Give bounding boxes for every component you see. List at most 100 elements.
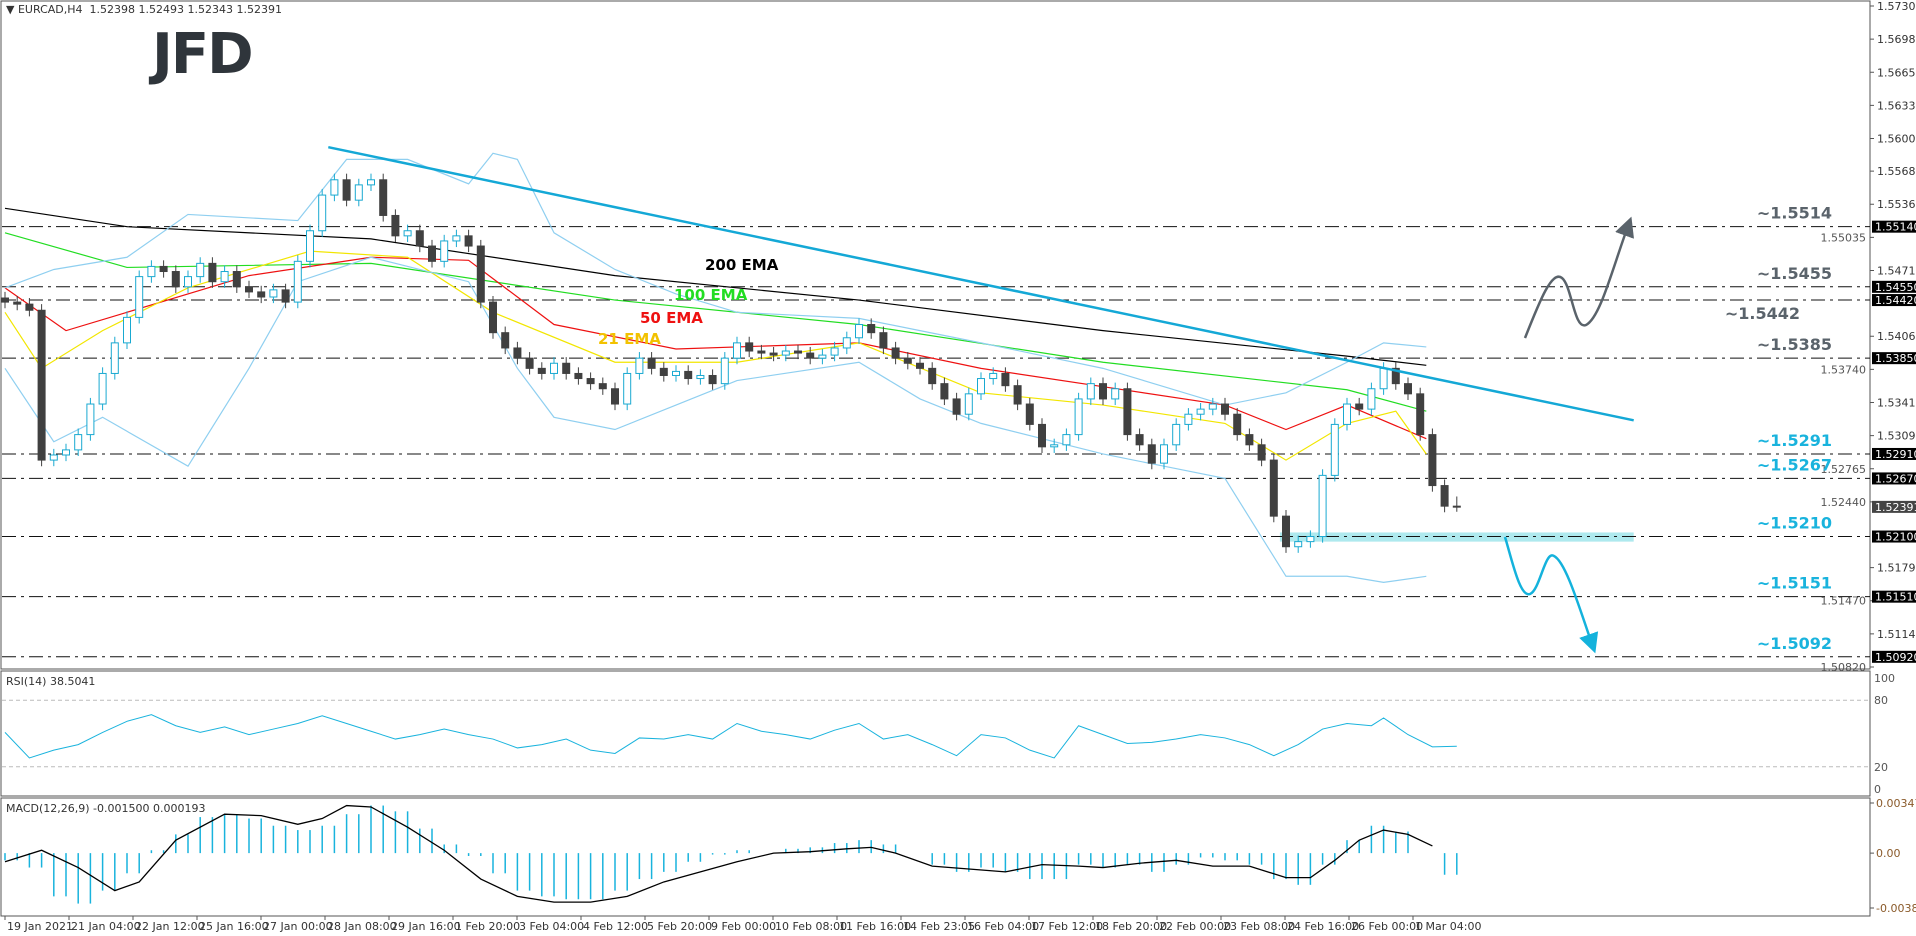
candle-bearish	[794, 350, 802, 354]
time-tick-label: 18 Feb 20:00	[1095, 920, 1167, 933]
candle-bearish	[867, 324, 876, 334]
time-tick-label: 16 Feb 04:00	[967, 920, 1039, 933]
price-tick-label: 1.51145	[1877, 628, 1916, 641]
level-price-tag-label: 1.54420	[1875, 294, 1916, 307]
candle-bullish	[98, 372, 107, 405]
candle-bearish	[257, 291, 266, 298]
candle-bearish	[1428, 434, 1437, 487]
candle-bullish	[440, 240, 449, 262]
indicator-line-50-ema	[4, 256, 1427, 440]
candle-bearish	[903, 357, 912, 364]
candle-bullish	[1318, 474, 1327, 538]
ema-label: 200 EMA	[705, 256, 779, 274]
level-price-tag-label: 1.52100	[1875, 531, 1916, 544]
candle-bullish	[623, 372, 632, 405]
candle-bullish	[74, 434, 83, 451]
candle-bearish	[562, 362, 571, 374]
level-price-tag-label: 1.53850	[1875, 352, 1916, 365]
level-price-tag-label: 1.51510	[1875, 591, 1916, 604]
candle-bullish	[1330, 423, 1339, 476]
level-text: ~1.5514	[1757, 204, 1832, 223]
candle-bullish	[1111, 388, 1120, 400]
candle-bullish	[1208, 403, 1217, 410]
candle-bearish	[537, 367, 546, 374]
candle-bullish	[196, 262, 205, 278]
dropdown-triangle-icon[interactable]: ▼	[6, 3, 15, 16]
candle-bullish	[1184, 413, 1193, 425]
macd-header: MACD(12,26,9) -0.001500 0.000193	[6, 802, 206, 815]
price-tick-label: 1.56980	[1877, 33, 1916, 46]
candle-bearish	[501, 332, 510, 349]
time-tick-label: 22 Jan 12:00	[135, 920, 205, 933]
candle-bullish	[781, 350, 790, 356]
time-tick-label: 27 Jan 00:00	[263, 920, 333, 933]
time-tick-label: 4 Feb 12:00	[583, 920, 648, 933]
candle-bullish	[306, 230, 314, 262]
candle-bearish	[806, 352, 815, 359]
candle-bearish	[916, 362, 924, 369]
candle-bullish	[720, 357, 729, 385]
time-tick-label: 11 Feb 16:00	[839, 920, 911, 933]
level-text: ~1.5210	[1757, 514, 1832, 533]
price-tick-label: 1.55685	[1877, 165, 1916, 178]
candle-bearish	[1123, 388, 1132, 436]
candle-bearish	[1221, 403, 1229, 415]
candle-bearish	[281, 289, 290, 303]
candle-bearish	[952, 398, 961, 415]
indicator-line-bb-upper	[4, 152, 1427, 406]
candle-bearish	[464, 235, 473, 247]
level-price-tag	[1872, 352, 1916, 365]
chart-header: ▼ EURCAD,H4 1.52398 1.52493 1.52343 1.52…	[6, 3, 282, 16]
candle-bearish	[1013, 385, 1022, 405]
candle-bullish	[330, 179, 339, 196]
candle-bearish	[708, 374, 717, 385]
ema-label: 50 EMA	[640, 309, 703, 327]
level-price-tag	[1872, 590, 1916, 603]
time-tick-label: 25 Jan 16:00	[199, 920, 269, 933]
macd-tick-label: 0.00	[1876, 847, 1901, 860]
time-tick-label: 5 Feb 20:00	[647, 920, 712, 933]
candle-bullish	[696, 374, 705, 380]
candle-bearish	[37, 309, 46, 461]
level-text: ~1.5092	[1757, 634, 1832, 653]
level-price-tag	[1872, 294, 1916, 307]
candle-bearish	[1269, 459, 1278, 517]
candle-bearish	[25, 303, 34, 311]
candle-bearish	[757, 350, 766, 354]
candle-bullish	[1294, 541, 1303, 548]
current-price-tag	[1872, 500, 1916, 513]
candle-bearish	[598, 383, 607, 390]
level-text: ~1.5455	[1757, 264, 1832, 283]
price-tick-label: 1.53740	[1821, 363, 1867, 376]
candle-bearish	[1038, 423, 1046, 448]
price-tick-label: 1.56655	[1877, 66, 1916, 79]
candle-bearish	[232, 271, 241, 288]
candle-bullish	[964, 393, 973, 415]
candle-bullish	[1086, 383, 1095, 400]
candle-bearish	[659, 367, 668, 376]
price-tick-label: 1.56330	[1877, 99, 1916, 112]
candle-bullish	[147, 265, 156, 278]
candle-bullish	[989, 372, 998, 380]
candle-bullish	[977, 378, 985, 395]
candle-bullish	[1306, 536, 1315, 543]
candle-bearish	[1, 297, 9, 303]
candle-bearish	[1001, 372, 1010, 387]
time-tick-label: 22 Feb 00:00	[1159, 920, 1231, 933]
candle-bullish	[62, 449, 70, 456]
candle-bearish	[415, 230, 424, 247]
price-tick-label: 1.52440	[1821, 496, 1867, 509]
candle-bullish	[452, 235, 461, 242]
rsi-line	[4, 714, 1457, 759]
time-tick-label: 3 Feb 04:00	[519, 920, 584, 933]
candle-bearish	[1391, 367, 1400, 385]
candle-bullish	[220, 271, 229, 283]
candle-bearish	[489, 301, 497, 334]
bullish-scenario-arrow	[1523, 216, 1634, 339]
candle-bearish	[208, 262, 217, 283]
trendline	[328, 145, 1634, 422]
candle-bearish	[1404, 383, 1412, 395]
candle-bullish	[1379, 367, 1388, 390]
ohlc-readout: 1.52398 1.52493 1.52343 1.52391	[89, 3, 282, 16]
level-price-tag	[1872, 447, 1916, 460]
